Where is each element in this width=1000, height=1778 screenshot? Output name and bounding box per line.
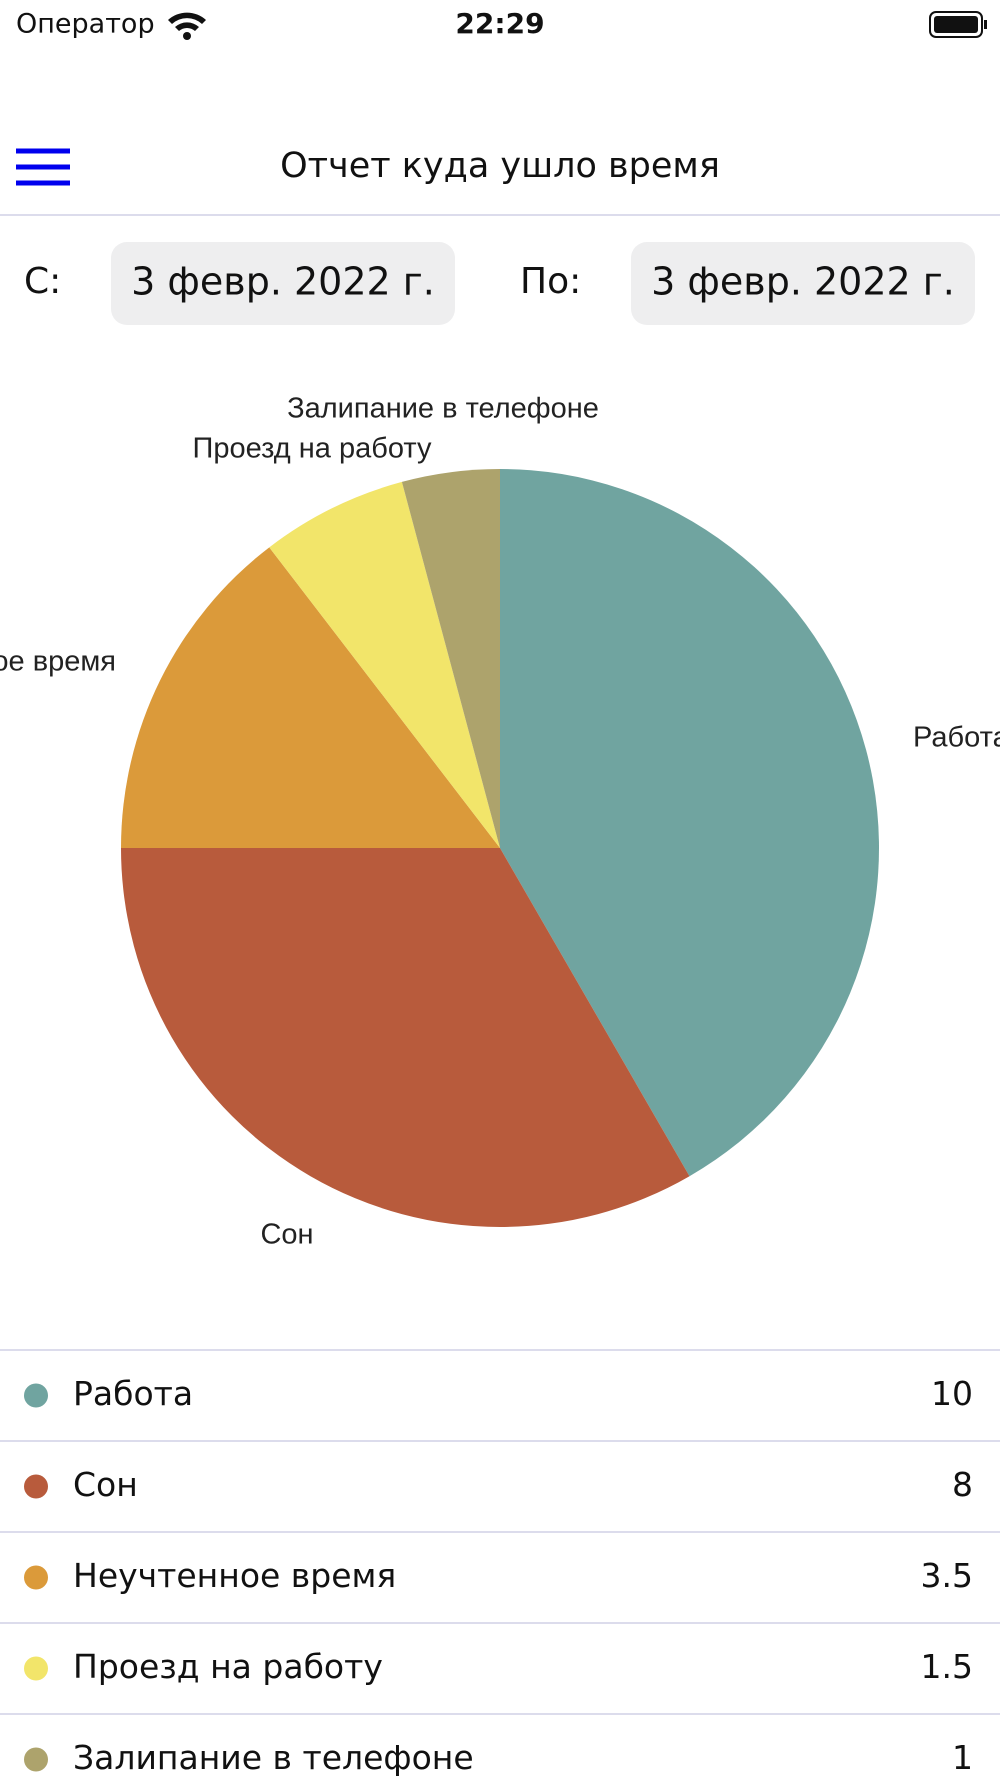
carrier: Оператор [16, 9, 155, 40]
slice-label: Проезд на работу [193, 433, 432, 465]
to-date-picker[interactable] [631, 242, 975, 325]
to-date[interactable]: 3 февр. 2022 г. [651, 260, 955, 304]
legend-name: Работа [73, 1374, 193, 1413]
from-label: С: [24, 261, 61, 302]
legend-name: Сон [73, 1465, 138, 1504]
legend-dot [24, 1383, 48, 1408]
pie-slice [401, 469, 500, 848]
slice-label: Неучтенное время [0, 646, 116, 678]
to-label: По: [520, 261, 581, 302]
pie-slice [269, 481, 500, 848]
legend-list: Работа 10 Сон 8 Неучтенное время 3.5 Проезд на… [0, 1349, 1000, 1777]
legend-value: 1.5 [921, 1647, 973, 1686]
clock: 22:29 [455, 7, 544, 40]
pie-slice [500, 469, 880, 1177]
pie-chart: Работа Сон Неучтенное время Проезд на работ… [0, 393, 1000, 1251]
slice-label: Работа [913, 722, 1000, 754]
battery-icon [929, 11, 987, 38]
legend-value: 3.5 [921, 1556, 973, 1595]
legend-name: Залипание в телефоне [73, 1738, 474, 1777]
from-date-picker[interactable] [111, 242, 455, 325]
legend-value: 10 [931, 1374, 973, 1413]
legend-dot [24, 1656, 48, 1681]
legend-dot [24, 1474, 48, 1499]
nav-title: Отчет куда ушло время [280, 146, 720, 186]
slice-label: Залипание в телефоне [287, 393, 599, 425]
from-date[interactable]: 3 февр. 2022 г. [131, 260, 435, 304]
legend-dot [24, 1565, 48, 1590]
legend-value: 1 [952, 1738, 973, 1777]
pie-slice [121, 848, 690, 1228]
legend-name: Проезд на работу [73, 1647, 383, 1686]
legend-value: 8 [952, 1465, 973, 1504]
legend-dot [24, 1747, 48, 1772]
slice-label: Сон [260, 1219, 313, 1251]
legend-name: Неучтенное время [73, 1556, 396, 1595]
wifi-icon [168, 12, 206, 40]
pie-slice [121, 547, 500, 848]
menu-button[interactable] [16, 148, 70, 186]
